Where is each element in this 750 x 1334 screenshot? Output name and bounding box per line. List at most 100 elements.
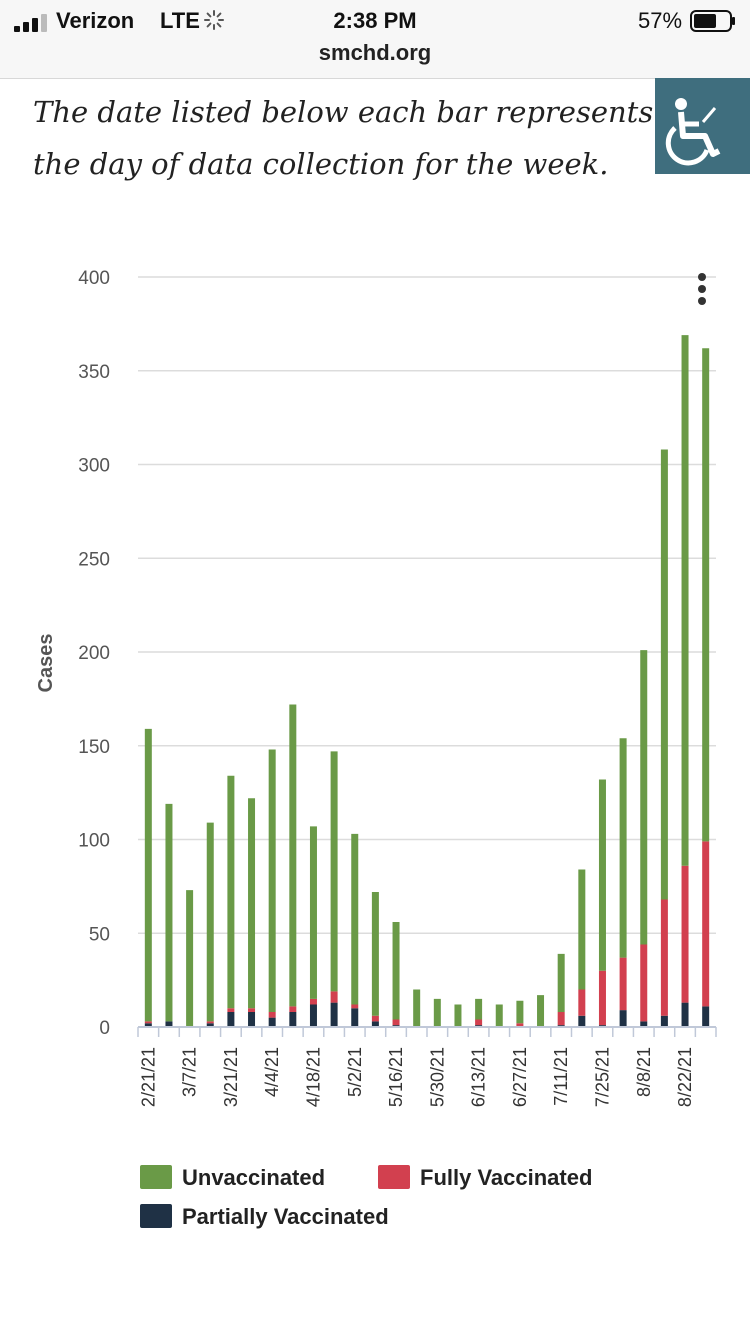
bar-segment-unvaccinated[interactable] [433, 998, 441, 1027]
battery-percent: 57% [638, 8, 683, 33]
bar-segment-partially-vaccinated[interactable] [619, 1010, 627, 1027]
address-bar-url[interactable]: smchd.org [318, 40, 432, 65]
y-tick-label: 100 [78, 831, 110, 852]
bar-segment-unvaccinated[interactable] [619, 738, 627, 958]
bar-segment-partially-vaccinated[interactable] [640, 1021, 648, 1027]
legend-item-unvaccinated[interactable]: Unvaccinated [140, 1165, 325, 1190]
bar-segment-partially-vaccinated[interactable] [309, 1004, 317, 1028]
x-tick-label: 3/7/21 [180, 1047, 200, 1097]
bar-segment-unvaccinated[interactable] [371, 892, 379, 1016]
x-tick-label: 3/21/21 [221, 1047, 241, 1107]
bar-segment-fully-vaccinated[interactable] [371, 1015, 379, 1022]
bar-segment-partially-vaccinated[interactable] [206, 1023, 214, 1027]
y-tick-label: 50 [89, 924, 110, 945]
bar-segment-fully-vaccinated[interactable] [351, 1004, 359, 1009]
y-tick-label: 300 [78, 456, 110, 477]
bar-segment-unvaccinated[interactable] [640, 650, 648, 945]
bar-segment-partially-vaccinated[interactable] [165, 1021, 173, 1027]
bar-segment-unvaccinated[interactable] [475, 998, 483, 1020]
x-tick-label: 8/8/21 [634, 1047, 654, 1097]
accessibility-button[interactable] [655, 78, 750, 174]
x-tick-label: 2/21/21 [138, 1047, 158, 1107]
wheelchair-icon [665, 98, 721, 166]
bar-segment-unvaccinated[interactable] [516, 1000, 524, 1024]
bar-segment-fully-vaccinated[interactable] [660, 899, 668, 1016]
bar-segment-unvaccinated[interactable] [598, 779, 606, 971]
bar-segment-unvaccinated[interactable] [557, 953, 565, 1012]
bar-segment-fully-vaccinated[interactable] [392, 1019, 400, 1026]
x-tick-label: 7/11/21 [551, 1047, 571, 1106]
bar-segment-unvaccinated[interactable] [660, 449, 668, 900]
bar-segment-unvaccinated[interactable] [702, 348, 710, 842]
bar-segment-unvaccinated[interactable] [289, 704, 297, 1007]
cellular-signal-icon [14, 14, 47, 32]
bar-segment-fully-vaccinated[interactable] [206, 1021, 214, 1024]
x-tick-label: 6/13/21 [469, 1047, 489, 1107]
bar-segment-unvaccinated[interactable] [454, 1004, 462, 1028]
y-tick-label: 200 [78, 643, 110, 664]
bar-segment-partially-vaccinated[interactable] [702, 1006, 710, 1027]
bar-segment-partially-vaccinated[interactable] [371, 1021, 379, 1027]
bar-segment-fully-vaccinated[interactable] [268, 1012, 276, 1018]
cases-bar-chart: 0 50 100 150 200 250 300 350 400 2/21/21 3/7/21 3/… [35, 268, 717, 1229]
bar-segment-fully-vaccinated[interactable] [248, 1008, 256, 1012]
bar-segment-unvaccinated[interactable] [351, 833, 359, 1005]
bar-segment-unvaccinated[interactable] [330, 751, 338, 992]
chart-menu-button[interactable] [698, 273, 706, 305]
bar-segment-unvaccinated[interactable] [413, 989, 421, 1028]
bar-segment-fully-vaccinated[interactable] [144, 1021, 152, 1024]
carrier-name: Verizon [56, 8, 135, 33]
legend-label: Unvaccinated [182, 1165, 325, 1190]
bar-segment-fully-vaccinated[interactable] [330, 991, 338, 1003]
bar-segment-fully-vaccinated[interactable] [702, 841, 710, 1007]
bar-segment-fully-vaccinated[interactable] [557, 1012, 565, 1026]
chart-note: The date listed below each bar represent… [33, 95, 654, 181]
bar-segment-unvaccinated[interactable] [206, 822, 214, 1022]
bar-segment-unvaccinated[interactable] [268, 749, 276, 1013]
battery-icon [690, 10, 735, 32]
network-type: LTE [160, 8, 200, 33]
legend-item-fully-vaccinated[interactable]: Fully Vaccinated [378, 1165, 592, 1190]
bar-segment-unvaccinated[interactable] [144, 728, 152, 1022]
legend-item-partially-vaccinated[interactable]: Partially Vaccinated [140, 1204, 389, 1229]
bar-segment-fully-vaccinated[interactable] [516, 1023, 524, 1027]
bar-segment-fully-vaccinated[interactable] [578, 989, 586, 1016]
bar-segment-partially-vaccinated[interactable] [681, 1002, 689, 1027]
menu-dot-icon [698, 285, 706, 293]
bar-segment-unvaccinated[interactable] [186, 890, 194, 1027]
bar-segment-unvaccinated[interactable] [578, 869, 586, 990]
bar-segment-unvaccinated[interactable] [227, 775, 235, 1009]
x-tick-label: 5/16/21 [386, 1047, 406, 1107]
bar-segment-unvaccinated[interactable] [537, 995, 545, 1027]
bar-segment-fully-vaccinated[interactable] [619, 957, 627, 1011]
bar-segment-unvaccinated[interactable] [165, 803, 173, 1022]
x-tick-label: 8/22/21 [675, 1047, 695, 1107]
bar-segment-partially-vaccinated[interactable] [144, 1023, 152, 1027]
bar-segment-unvaccinated[interactable] [392, 922, 400, 1020]
bar-segment-partially-vaccinated[interactable] [268, 1017, 276, 1027]
bar-segment-partially-vaccinated[interactable] [227, 1012, 235, 1027]
bar-segment-partially-vaccinated[interactable] [351, 1008, 359, 1027]
bar-segment-unvaccinated[interactable] [681, 335, 689, 866]
bar-segment-unvaccinated[interactable] [309, 826, 317, 999]
bar-segment-fully-vaccinated[interactable] [227, 1008, 235, 1012]
bar-segment-fully-vaccinated[interactable] [598, 970, 606, 1026]
bar-segment-unvaccinated[interactable] [248, 798, 256, 1009]
bar-segment-partially-vaccinated[interactable] [660, 1015, 668, 1027]
bar-segment-fully-vaccinated[interactable] [475, 1019, 483, 1026]
bar-segment-fully-vaccinated[interactable] [640, 944, 648, 1022]
status-bar: Verizon LTE 2:38 PM smchd.org 57% [0, 0, 750, 79]
bar-segment-partially-vaccinated[interactable] [330, 1002, 338, 1027]
bar-segment-partially-vaccinated[interactable] [289, 1012, 297, 1027]
bar-segment-partially-vaccinated[interactable] [248, 1012, 256, 1027]
menu-dot-icon [698, 297, 706, 305]
bar-segment-partially-vaccinated[interactable] [578, 1015, 586, 1027]
clock: 2:38 PM [333, 8, 417, 33]
loading-spinner-icon [204, 10, 224, 30]
x-tick-label: 5/30/21 [427, 1047, 447, 1107]
bar-segment-unvaccinated[interactable] [495, 1004, 503, 1028]
bar-segment-fully-vaccinated[interactable] [681, 865, 689, 1003]
bar-segment-fully-vaccinated[interactable] [309, 998, 317, 1005]
bar-segment-fully-vaccinated[interactable] [289, 1006, 297, 1012]
y-tick-label: 0 [99, 1018, 110, 1039]
